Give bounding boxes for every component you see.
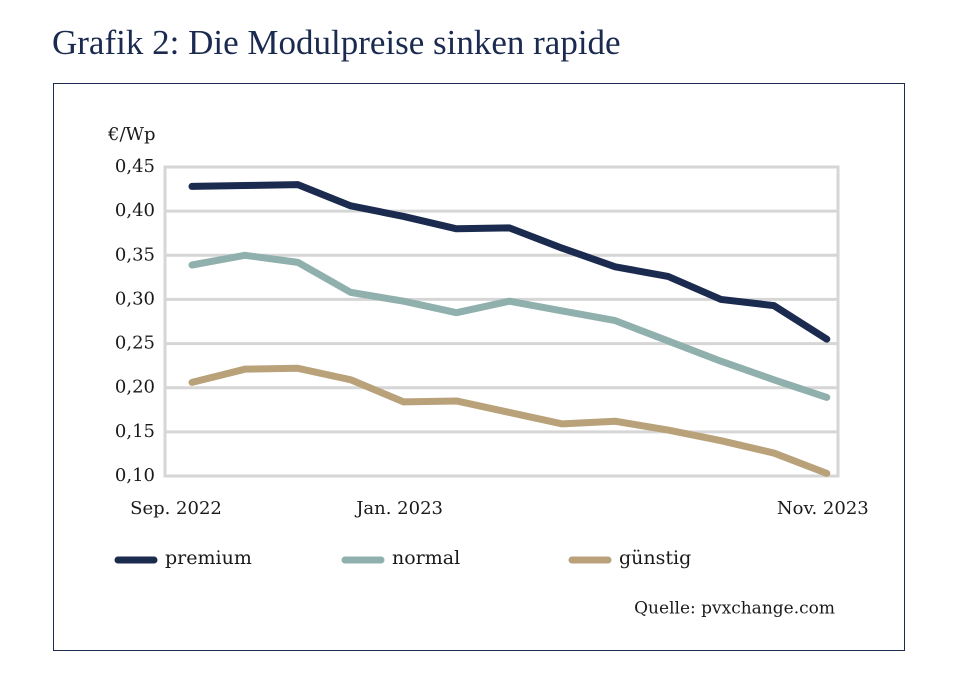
x-tick-label: Sep. 2022: [130, 498, 222, 519]
legend-label: normal: [392, 547, 460, 569]
line: [188, 251, 831, 401]
y-tick-label: 0,45: [115, 156, 155, 177]
y-tick-label: 0,35: [115, 244, 155, 265]
line: [188, 181, 831, 343]
y-tick-label: 0,20: [115, 377, 155, 398]
legend-label: günstig: [619, 547, 691, 569]
y-tick-label: 0,30: [115, 288, 155, 309]
x-tick-label: Jan. 2023: [354, 498, 443, 519]
y-tick-label: 0,10: [115, 465, 155, 486]
source: Quelle: pvxchange.com: [634, 599, 835, 619]
y-axis-label: €/Wp: [107, 124, 156, 145]
y-tick-label: 0,15: [115, 421, 155, 442]
chart-title: Grafik 2: Die Modulpreise sinken rapide: [52, 23, 621, 62]
frame: [53, 83, 905, 651]
legend-label: premium: [165, 547, 252, 569]
x-tick-label: Nov. 2023: [777, 498, 869, 519]
y-tick-label: 0,40: [115, 200, 155, 221]
y-tick-label: 0,25: [115, 333, 155, 354]
line: [188, 364, 831, 477]
plot-border: [163, 165, 840, 478]
